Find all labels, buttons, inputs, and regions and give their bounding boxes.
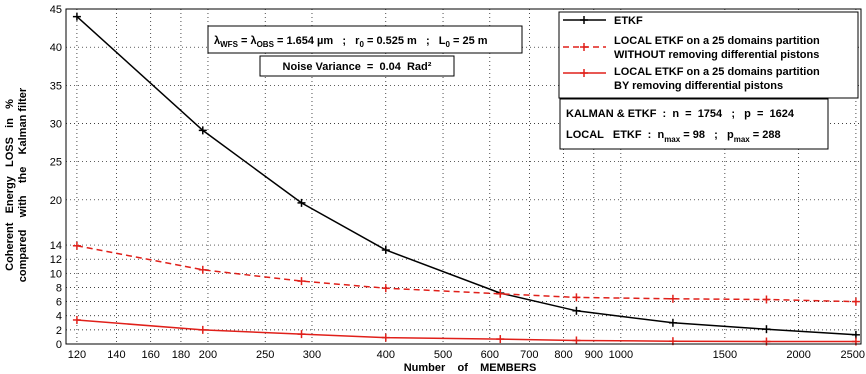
data-point [572,293,581,302]
x-tick-label: 140 [107,349,125,361]
y-tick-label: 0 [56,339,62,351]
y-tick-label: 40 [50,42,62,54]
data-point [851,330,860,339]
data-point [381,284,390,293]
x-tick-label: 2500 [841,349,865,361]
y-tick-label: 2 [56,325,62,337]
x-tick-label: 900 [585,349,603,361]
y-tick-label: 8 [56,282,62,294]
data-point [72,241,81,250]
noise-text: Noise Variance = 0.04 Rad² [283,61,432,73]
x-tick-label: 600 [481,349,499,361]
data-point [381,333,390,342]
y-tick-label: 45 [50,4,62,16]
data-point [496,289,505,298]
params-box [207,25,523,54]
x-tick-label: 700 [520,349,538,361]
data-point [198,265,207,274]
data-point [72,315,81,324]
data-point [668,294,677,303]
x-axis-label: Number of MEMBERS [404,362,537,374]
y-tick-label: 30 [50,119,62,131]
x-tick-label: 400 [377,349,395,361]
legend: ETKF LOCAL ETKF on a 25 domains partition… [563,15,820,92]
data-point [572,336,581,345]
x-tick-labels: 120 140 160 180 200 250 300 400 500 600 700 800 900 1… [68,349,865,361]
x-tick-label: 300 [303,349,321,361]
data-point [762,325,771,334]
x-tick-label: 800 [554,349,572,361]
series-line-2 [76,245,856,303]
legend-label: ETKF [614,15,643,27]
x-tick-label: 1000 [609,349,633,361]
legend-box [558,11,859,99]
x-tick-label: 1500 [713,349,737,361]
data-point [297,277,306,286]
y-axis-label-line2: compared with the Kalman filter [17,87,29,282]
y-axis-label-line1: Coherent Energy LOSS in % [4,99,16,271]
x-tick-label: 160 [142,349,160,361]
grid-lines [66,9,861,344]
data-point [198,126,207,135]
data-point [851,297,860,306]
data-point [72,12,81,21]
data-point [381,246,390,255]
data-point [572,306,581,315]
y-tick-label: 20 [50,195,62,207]
y-tick-label: 10 [50,268,62,280]
y-tick-label: 6 [56,297,62,309]
x-tick-label: 120 [68,349,86,361]
data-point [496,335,505,344]
x-tick-label: 250 [256,349,274,361]
x-tick-label: 500 [434,349,452,361]
legend-label: WITHOUT removing differential pistons [614,49,819,61]
x-tick-label: 180 [172,349,190,361]
noise-box [259,55,455,77]
params-text: λWFS = λOBS = 1.654 µm ; r0 = 0.525 m ; … [214,35,488,49]
legend-label: BY removing differential pistons [614,80,783,92]
y-tick-label: 14 [50,240,62,252]
legend-label: LOCAL ETKF on a 25 domains partition [614,35,820,47]
sizes-box [559,98,829,150]
series-layer [72,12,860,346]
y-tick-label: 25 [50,157,62,169]
y-tick-label: 4 [56,311,62,323]
x-tick-label: 200 [199,349,217,361]
kalman-sizes-text: KALMAN & ETKF : n = 1754 ; p = 1624 [566,108,795,120]
y-tick-label: 35 [50,80,62,92]
local-sizes-text: LOCAL ETKF : nmax = 98 ; pmax = 288 [566,129,781,144]
data-point [297,198,306,207]
data-point [198,325,207,334]
y-tick-labels: 0 2 4 6 8 10 12 14 20 25 30 35 40 45 [50,4,62,351]
data-point [668,318,677,327]
series-line-3 [76,319,856,343]
data-point [762,295,771,304]
x-tick-label: 2000 [786,349,810,361]
y-tick-label: 12 [50,254,62,266]
legend-label: LOCAL ETKF on a 25 domains partition [614,66,820,78]
plot-frame [65,8,862,345]
data-point [297,330,306,339]
